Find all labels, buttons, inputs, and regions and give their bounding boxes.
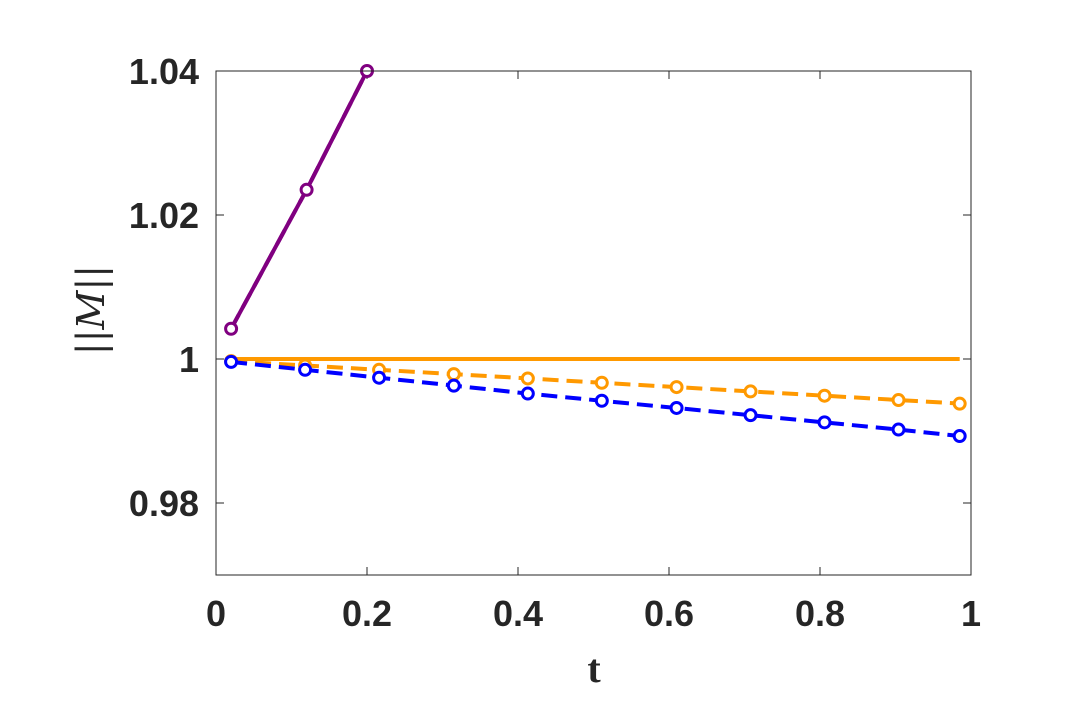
series-marker bbox=[520, 386, 535, 401]
series-marker bbox=[891, 393, 906, 408]
y-tick-label: 1 bbox=[179, 339, 199, 380]
y-tick-label: 1.04 bbox=[129, 51, 199, 92]
series-marker bbox=[520, 371, 535, 386]
x-tick-label: 0.6 bbox=[644, 593, 694, 634]
series-marker bbox=[298, 362, 313, 377]
x-axis-label: t bbox=[587, 646, 601, 691]
series-marker bbox=[952, 429, 967, 444]
series-marker bbox=[743, 384, 758, 399]
series-marker bbox=[817, 415, 832, 430]
series-marker bbox=[224, 321, 239, 336]
x-tick-label: 0 bbox=[206, 593, 226, 634]
plot-area-frame bbox=[215, 70, 972, 576]
tick-labels: 0 0.2 0.4 0.6 0.8 1 0.98 1 1.02 1.04 bbox=[129, 51, 981, 634]
series-marker bbox=[669, 400, 684, 415]
series-marker bbox=[224, 354, 239, 369]
series-4 bbox=[224, 354, 967, 444]
series-marker bbox=[743, 408, 758, 423]
series-marker bbox=[299, 182, 314, 197]
y-tick-label: 0.98 bbox=[129, 483, 199, 524]
x-tick-label: 0.2 bbox=[342, 593, 392, 634]
series-marker bbox=[372, 370, 387, 385]
series-marker bbox=[446, 367, 461, 382]
x-tick-label: 0.8 bbox=[795, 593, 845, 634]
x-tick-label: 1 bbox=[961, 593, 981, 634]
y-axis-label: ||M|| bbox=[69, 265, 113, 355]
series-marker bbox=[891, 422, 906, 437]
series-marker bbox=[817, 388, 832, 403]
y-tick-label: 1.02 bbox=[129, 195, 199, 236]
series-marker bbox=[446, 378, 461, 393]
plot-series bbox=[224, 64, 967, 444]
series-marker bbox=[594, 375, 609, 390]
series-marker bbox=[594, 393, 609, 408]
x-tick-label: 0.4 bbox=[493, 593, 543, 634]
series-marker bbox=[669, 380, 684, 395]
series-1 bbox=[224, 64, 374, 336]
series-marker bbox=[952, 396, 967, 411]
